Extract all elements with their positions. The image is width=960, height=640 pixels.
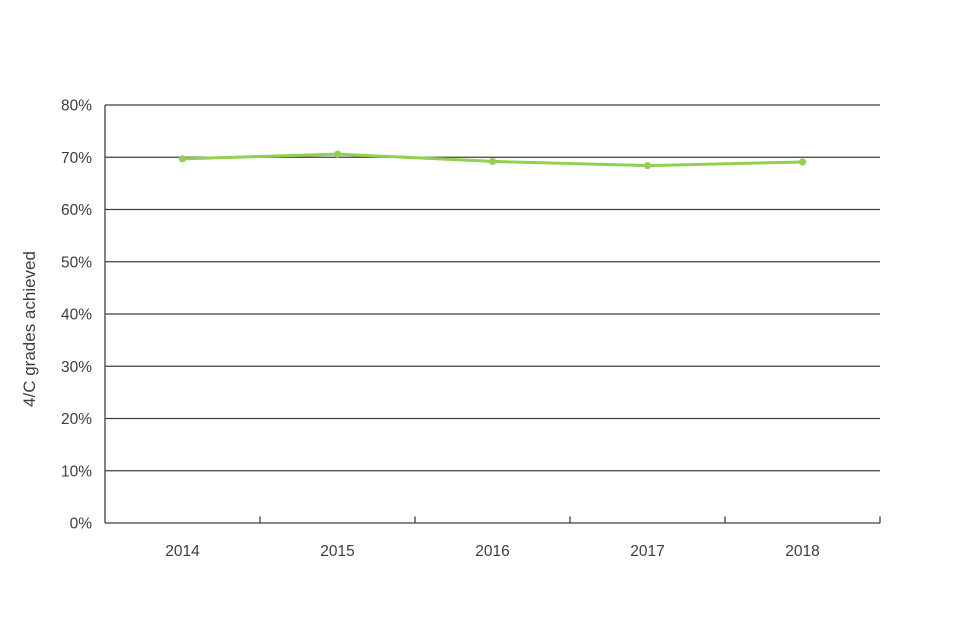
y-tick-label: 10% <box>61 463 92 480</box>
y-tick-label: 40% <box>61 307 92 324</box>
data-point-marker <box>488 157 497 166</box>
data-point-marker <box>333 150 342 158</box>
data-point-marker <box>798 158 807 166</box>
x-tick-label: 2015 <box>320 543 354 560</box>
x-tick-label: 2017 <box>630 543 664 560</box>
data-point-marker <box>643 162 652 170</box>
y-tick-label: 70% <box>61 150 92 167</box>
x-tick-label: 2018 <box>785 543 819 560</box>
x-tick-label: 2014 <box>165 543 200 560</box>
y-tick-label: 50% <box>61 254 92 271</box>
y-tick-label: 30% <box>61 359 92 376</box>
x-tick-label: 2016 <box>475 543 509 560</box>
y-tick-label: 0% <box>70 516 93 533</box>
y-tick-label: 80% <box>61 98 92 115</box>
y-tick-label: 20% <box>61 411 92 428</box>
data-point-marker <box>178 155 187 163</box>
y-tick-label: 60% <box>61 202 92 219</box>
